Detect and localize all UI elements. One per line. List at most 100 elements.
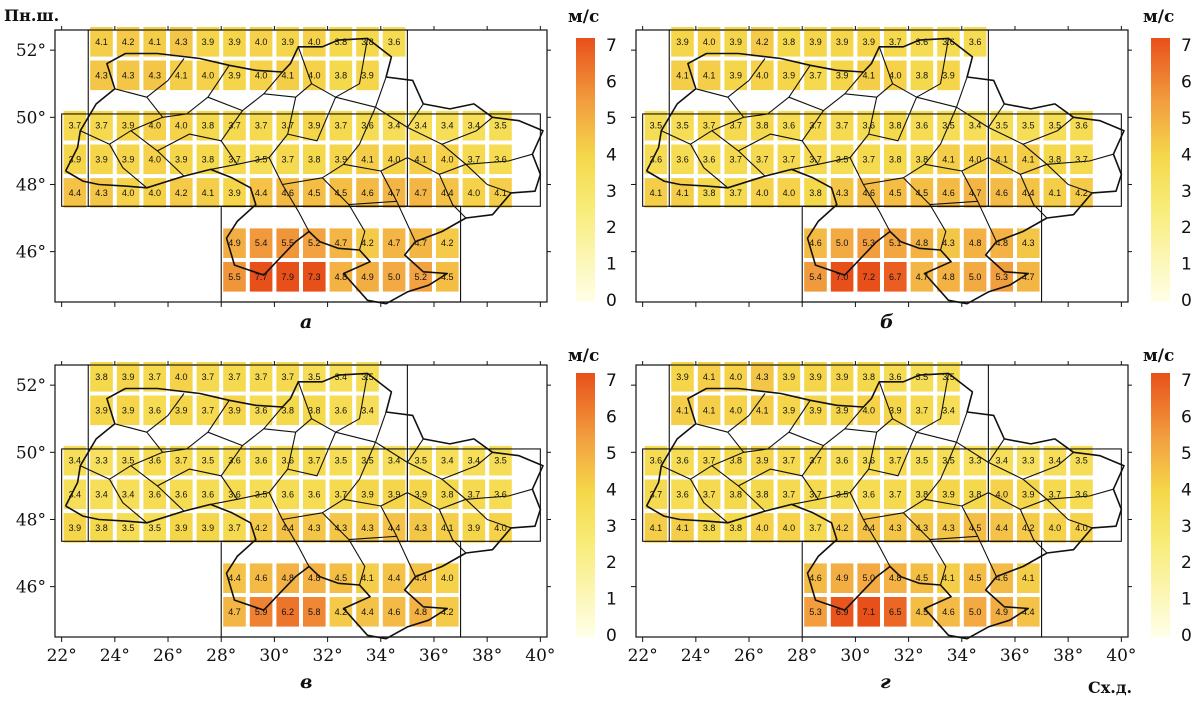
grid-cell — [963, 27, 987, 57]
grid-cell — [644, 144, 668, 175]
grid-cell — [697, 27, 721, 57]
colorbar-tick-label: 4 — [606, 480, 617, 500]
oblast-border — [441, 143, 512, 194]
oblast-border — [348, 200, 397, 206]
grid-cell-value: 4.3 — [942, 238, 955, 248]
oblast-border — [114, 58, 185, 98]
grid-cell — [196, 110, 220, 141]
grid-cell — [303, 178, 326, 208]
grid-cell-value: 4.2 — [756, 37, 769, 47]
oblast-border — [157, 110, 243, 152]
grid-cell-value: 4.1 — [676, 70, 689, 80]
grid-cell — [276, 563, 299, 593]
grid-cell — [276, 228, 299, 258]
grid-cell-value: 3.9 — [783, 70, 796, 80]
grid-cell — [671, 110, 694, 141]
grid-cell — [910, 563, 934, 593]
grid-cell-value: 5.0 — [836, 238, 849, 248]
grid-cell-value: 3.5 — [650, 121, 663, 131]
grid-cell-value: 3.6 — [676, 154, 689, 164]
grid-cell — [937, 563, 960, 593]
grid-cell-value: 4.0 — [308, 37, 321, 47]
grid-cell — [830, 178, 854, 208]
grid-cell — [937, 513, 960, 543]
grid-cell — [436, 445, 459, 476]
grid-cell-value: 3.3 — [95, 456, 108, 466]
grid-cell-value: 4.6 — [388, 607, 401, 617]
grid-cell — [276, 445, 299, 476]
grid-cell-value: 3.7 — [281, 121, 294, 131]
grid-cell-value: 3.6 — [148, 456, 161, 466]
oblast-border — [661, 116, 744, 145]
grid-cell — [1017, 597, 1040, 627]
grid-cell — [830, 513, 854, 543]
grid-cell-value: 4.1 — [942, 573, 955, 583]
grid-cells: 3.8 3.9 3.7 4.0 3.7 3.7 3.7 3.7 3.5 3.4 3.5 3.9 3.9 3… — [63, 362, 512, 627]
oblast-border — [727, 64, 811, 118]
grid-cell-value: 4.1 — [414, 154, 427, 164]
oblast-border — [695, 58, 766, 98]
oblast-border — [311, 373, 369, 433]
grid-cell-value: 4.3 — [836, 188, 849, 198]
grid-cell-value: 4.1 — [361, 154, 374, 164]
grid-cell — [63, 513, 87, 543]
oblast-border — [114, 393, 185, 433]
lon-tick-label: 40° — [1106, 646, 1136, 666]
grid-cell-value: 3.7 — [175, 456, 188, 466]
grid-cell — [724, 178, 747, 208]
colorbar-tick-label: 4 — [606, 145, 617, 165]
grid-cell-value: 3.7 — [862, 154, 875, 164]
grid-cell — [90, 27, 113, 57]
grid-cell-value: 3.8 — [729, 523, 742, 533]
grid-cell — [937, 178, 960, 208]
grid-cell-value: 3.7 — [95, 121, 108, 131]
grid-cell-value: 3.8 — [756, 489, 769, 499]
grid-cell — [409, 513, 432, 543]
grid-cell — [777, 27, 801, 57]
grid-cell — [436, 479, 459, 510]
oblast-border — [465, 153, 533, 165]
grid-cell-value: 3.9 — [122, 372, 135, 382]
grid-cell-value: 5.4 — [255, 238, 268, 248]
grid-cell — [143, 144, 166, 175]
grid-cell — [329, 27, 353, 57]
grid-cell-value: 4.7 — [1022, 272, 1035, 282]
grid-cell-value: 4.5 — [916, 188, 929, 198]
grid-cell-value: 4.2 — [122, 37, 135, 47]
grid-cell — [830, 60, 854, 91]
grid-cell — [697, 60, 721, 91]
grid-cell — [830, 395, 854, 426]
grid-cell-value: 3.7 — [783, 489, 796, 499]
grid-cell — [1017, 563, 1040, 593]
grid-cell-value: 4.0 — [1075, 523, 1088, 533]
oblast-border — [321, 177, 366, 251]
oblast-border — [929, 535, 978, 541]
grid-cell-value: 3.7 — [69, 121, 82, 131]
grid-cell-value: 7.7 — [255, 272, 268, 282]
grid-cell — [884, 395, 907, 426]
grid-cell — [196, 178, 220, 208]
grid-cell — [884, 563, 907, 593]
grid-cell — [910, 513, 934, 543]
grid-cell — [937, 362, 960, 392]
grid-cell — [777, 178, 801, 208]
grid-cell-value: 3.6 — [676, 456, 689, 466]
grid-cell — [276, 27, 299, 57]
colorbar-tick-label: 4 — [1181, 480, 1192, 500]
grid-cell — [884, 144, 907, 175]
grid-cell-value: 4.6 — [942, 188, 955, 198]
grid-cell-value: 4.6 — [995, 573, 1008, 583]
grid-cell — [857, 362, 880, 392]
grid-cells: 3.9 4.1 4.0 4.3 3.9 3.9 3.9 3.8 3.6 3.5 3.5 4.1 4.1 4… — [644, 362, 1093, 627]
grid-cell — [436, 144, 459, 175]
grid-cell — [830, 228, 854, 258]
grid-cell-value: 3.9 — [729, 37, 742, 47]
grid-cell-value: 4.0 — [889, 70, 902, 80]
grid-cell — [303, 144, 326, 175]
grid-cell-value: 3.5 — [916, 372, 929, 382]
grid-cell-value: 3.5 — [361, 372, 374, 382]
grid-cell — [196, 60, 220, 91]
oblast-border — [465, 488, 533, 500]
grid-cell-value: 4.2 — [255, 523, 268, 533]
grid-cell-value: 5.3 — [862, 238, 875, 248]
